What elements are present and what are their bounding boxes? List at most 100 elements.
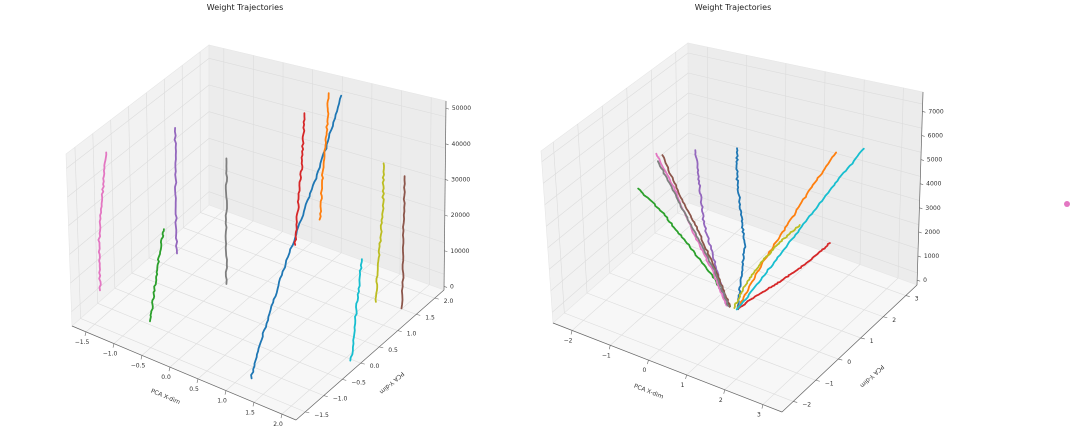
x-tick-mark bbox=[140, 355, 143, 360]
grid-line-x bbox=[859, 79, 865, 265]
z-tick-label: 0 bbox=[923, 277, 927, 284]
grid-line-z bbox=[67, 84, 210, 198]
grid-line-z bbox=[687, 52, 923, 105]
grid-line-y bbox=[110, 119, 116, 289]
y-tick-mark bbox=[323, 395, 328, 397]
grid-line-y bbox=[80, 318, 306, 413]
grid-line-y bbox=[632, 252, 861, 339]
z-tick-mark bbox=[443, 286, 448, 288]
grid-line-y bbox=[586, 292, 816, 381]
series-line-5 bbox=[661, 154, 731, 308]
grid-line-z bbox=[208, 58, 446, 118]
x-tick-label: 0.5 bbox=[189, 386, 199, 393]
y-tick-label: −0.5 bbox=[351, 379, 366, 386]
y-tick-mark bbox=[860, 337, 865, 340]
x-axis-line bbox=[71, 325, 297, 421]
grid-line-z bbox=[688, 192, 918, 274]
grid-line-x bbox=[745, 55, 748, 224]
z-tick-mark bbox=[444, 250, 448, 253]
x-tick-label: 2 bbox=[719, 397, 723, 404]
grid-line-z bbox=[688, 172, 919, 250]
grid-line-z bbox=[543, 72, 689, 184]
grid-line-x bbox=[370, 83, 373, 264]
y-tick-label: 1.5 bbox=[425, 314, 435, 321]
y-axis-label: PCA Y-dim bbox=[378, 370, 405, 395]
y-tick-label: −1.5 bbox=[314, 412, 329, 419]
grid-line-x bbox=[141, 231, 283, 356]
z-tick-mark bbox=[918, 231, 922, 234]
series-line-7 bbox=[224, 157, 229, 285]
grid-line-x bbox=[282, 62, 284, 232]
y-tick-mark bbox=[434, 297, 439, 300]
grid-line-z bbox=[541, 52, 689, 162]
grid-line-y bbox=[564, 312, 794, 402]
grid-line-z bbox=[66, 58, 210, 169]
grid-line-z bbox=[69, 138, 210, 255]
z-tick-label: 20000 bbox=[451, 212, 470, 219]
y-tick-label: −1 bbox=[825, 380, 834, 387]
chart-title: Weight Trajectories bbox=[695, 3, 772, 12]
x-tick-label: −0.5 bbox=[131, 362, 146, 369]
grid-line-x bbox=[571, 209, 709, 331]
x-tick-label: 2.0 bbox=[273, 421, 283, 428]
series-line-0 bbox=[735, 147, 747, 311]
z-tick-label: 2000 bbox=[925, 229, 940, 236]
grid-line-y bbox=[654, 232, 884, 318]
chart-right: Weight Trajectories −2 −1 0 1 2 3 −2 −1 0 1 2 3 0 1000… bbox=[540, 3, 944, 419]
grid-line-z bbox=[208, 138, 445, 212]
y-tick-label: −2 bbox=[802, 401, 811, 408]
z-tick-mark bbox=[444, 214, 448, 217]
z-tick-label: 3000 bbox=[925, 205, 940, 212]
x-axis-label: PCA X-dim bbox=[150, 388, 182, 407]
x-tick-label: −1.5 bbox=[75, 339, 90, 346]
grid-line-y bbox=[148, 257, 380, 348]
grid-line-x bbox=[311, 69, 313, 243]
grid-line-z bbox=[688, 152, 919, 225]
grid-line-y bbox=[128, 106, 133, 274]
grid-line-x bbox=[610, 223, 747, 346]
grid-line-y bbox=[146, 92, 150, 258]
grid-line-y bbox=[577, 123, 588, 294]
x-tick-label: 1 bbox=[681, 382, 685, 389]
z-axis-line bbox=[916, 91, 924, 286]
y-tick-mark bbox=[905, 295, 910, 297]
y-tick-label: 0.5 bbox=[388, 347, 398, 354]
y-tick-mark bbox=[379, 346, 384, 349]
grid-line-z bbox=[688, 132, 920, 201]
x-tick-label: −1.0 bbox=[103, 351, 118, 358]
grid-line-x bbox=[762, 277, 899, 405]
z-tick-label: 1000 bbox=[924, 253, 939, 260]
y-tick-mark bbox=[397, 330, 402, 332]
x-tick-mark bbox=[685, 374, 687, 379]
x-tick-label: 1.0 bbox=[217, 398, 227, 405]
y-tick-mark bbox=[360, 362, 365, 365]
grid-line-x bbox=[783, 63, 787, 238]
grid-line-y bbox=[601, 105, 610, 274]
grid-line-x bbox=[648, 236, 785, 361]
series-line-8 bbox=[733, 224, 801, 309]
series-line-3 bbox=[293, 112, 306, 246]
x-tick-mark bbox=[196, 378, 199, 383]
y-tick-label: 0.0 bbox=[370, 363, 380, 370]
y-tick-label: 3 bbox=[915, 296, 919, 303]
grid-line-y bbox=[131, 272, 361, 364]
x-tick-mark bbox=[570, 330, 573, 335]
y-tick-mark bbox=[342, 379, 347, 381]
grid-line-x bbox=[686, 250, 823, 376]
series-line-6 bbox=[655, 152, 728, 307]
series-line-9 bbox=[735, 147, 865, 311]
y-tick-label: 2.0 bbox=[444, 298, 454, 305]
x-axis-line bbox=[552, 322, 783, 413]
series-line-9 bbox=[349, 258, 363, 362]
y-tick-label: 0 bbox=[847, 359, 851, 366]
x-tick-label: −2 bbox=[564, 337, 573, 344]
grid-line-z bbox=[544, 92, 689, 205]
z-tick-mark bbox=[922, 111, 926, 113]
grid-line-z bbox=[552, 192, 690, 313]
grid-line-x bbox=[113, 220, 254, 344]
chart-title: Weight Trajectories bbox=[207, 3, 284, 12]
x-axis-label: PCA X-dim bbox=[633, 383, 665, 401]
z-tick-mark bbox=[445, 143, 449, 146]
z-tick-label: 6000 bbox=[928, 132, 943, 139]
x-tick-mark bbox=[168, 367, 171, 372]
